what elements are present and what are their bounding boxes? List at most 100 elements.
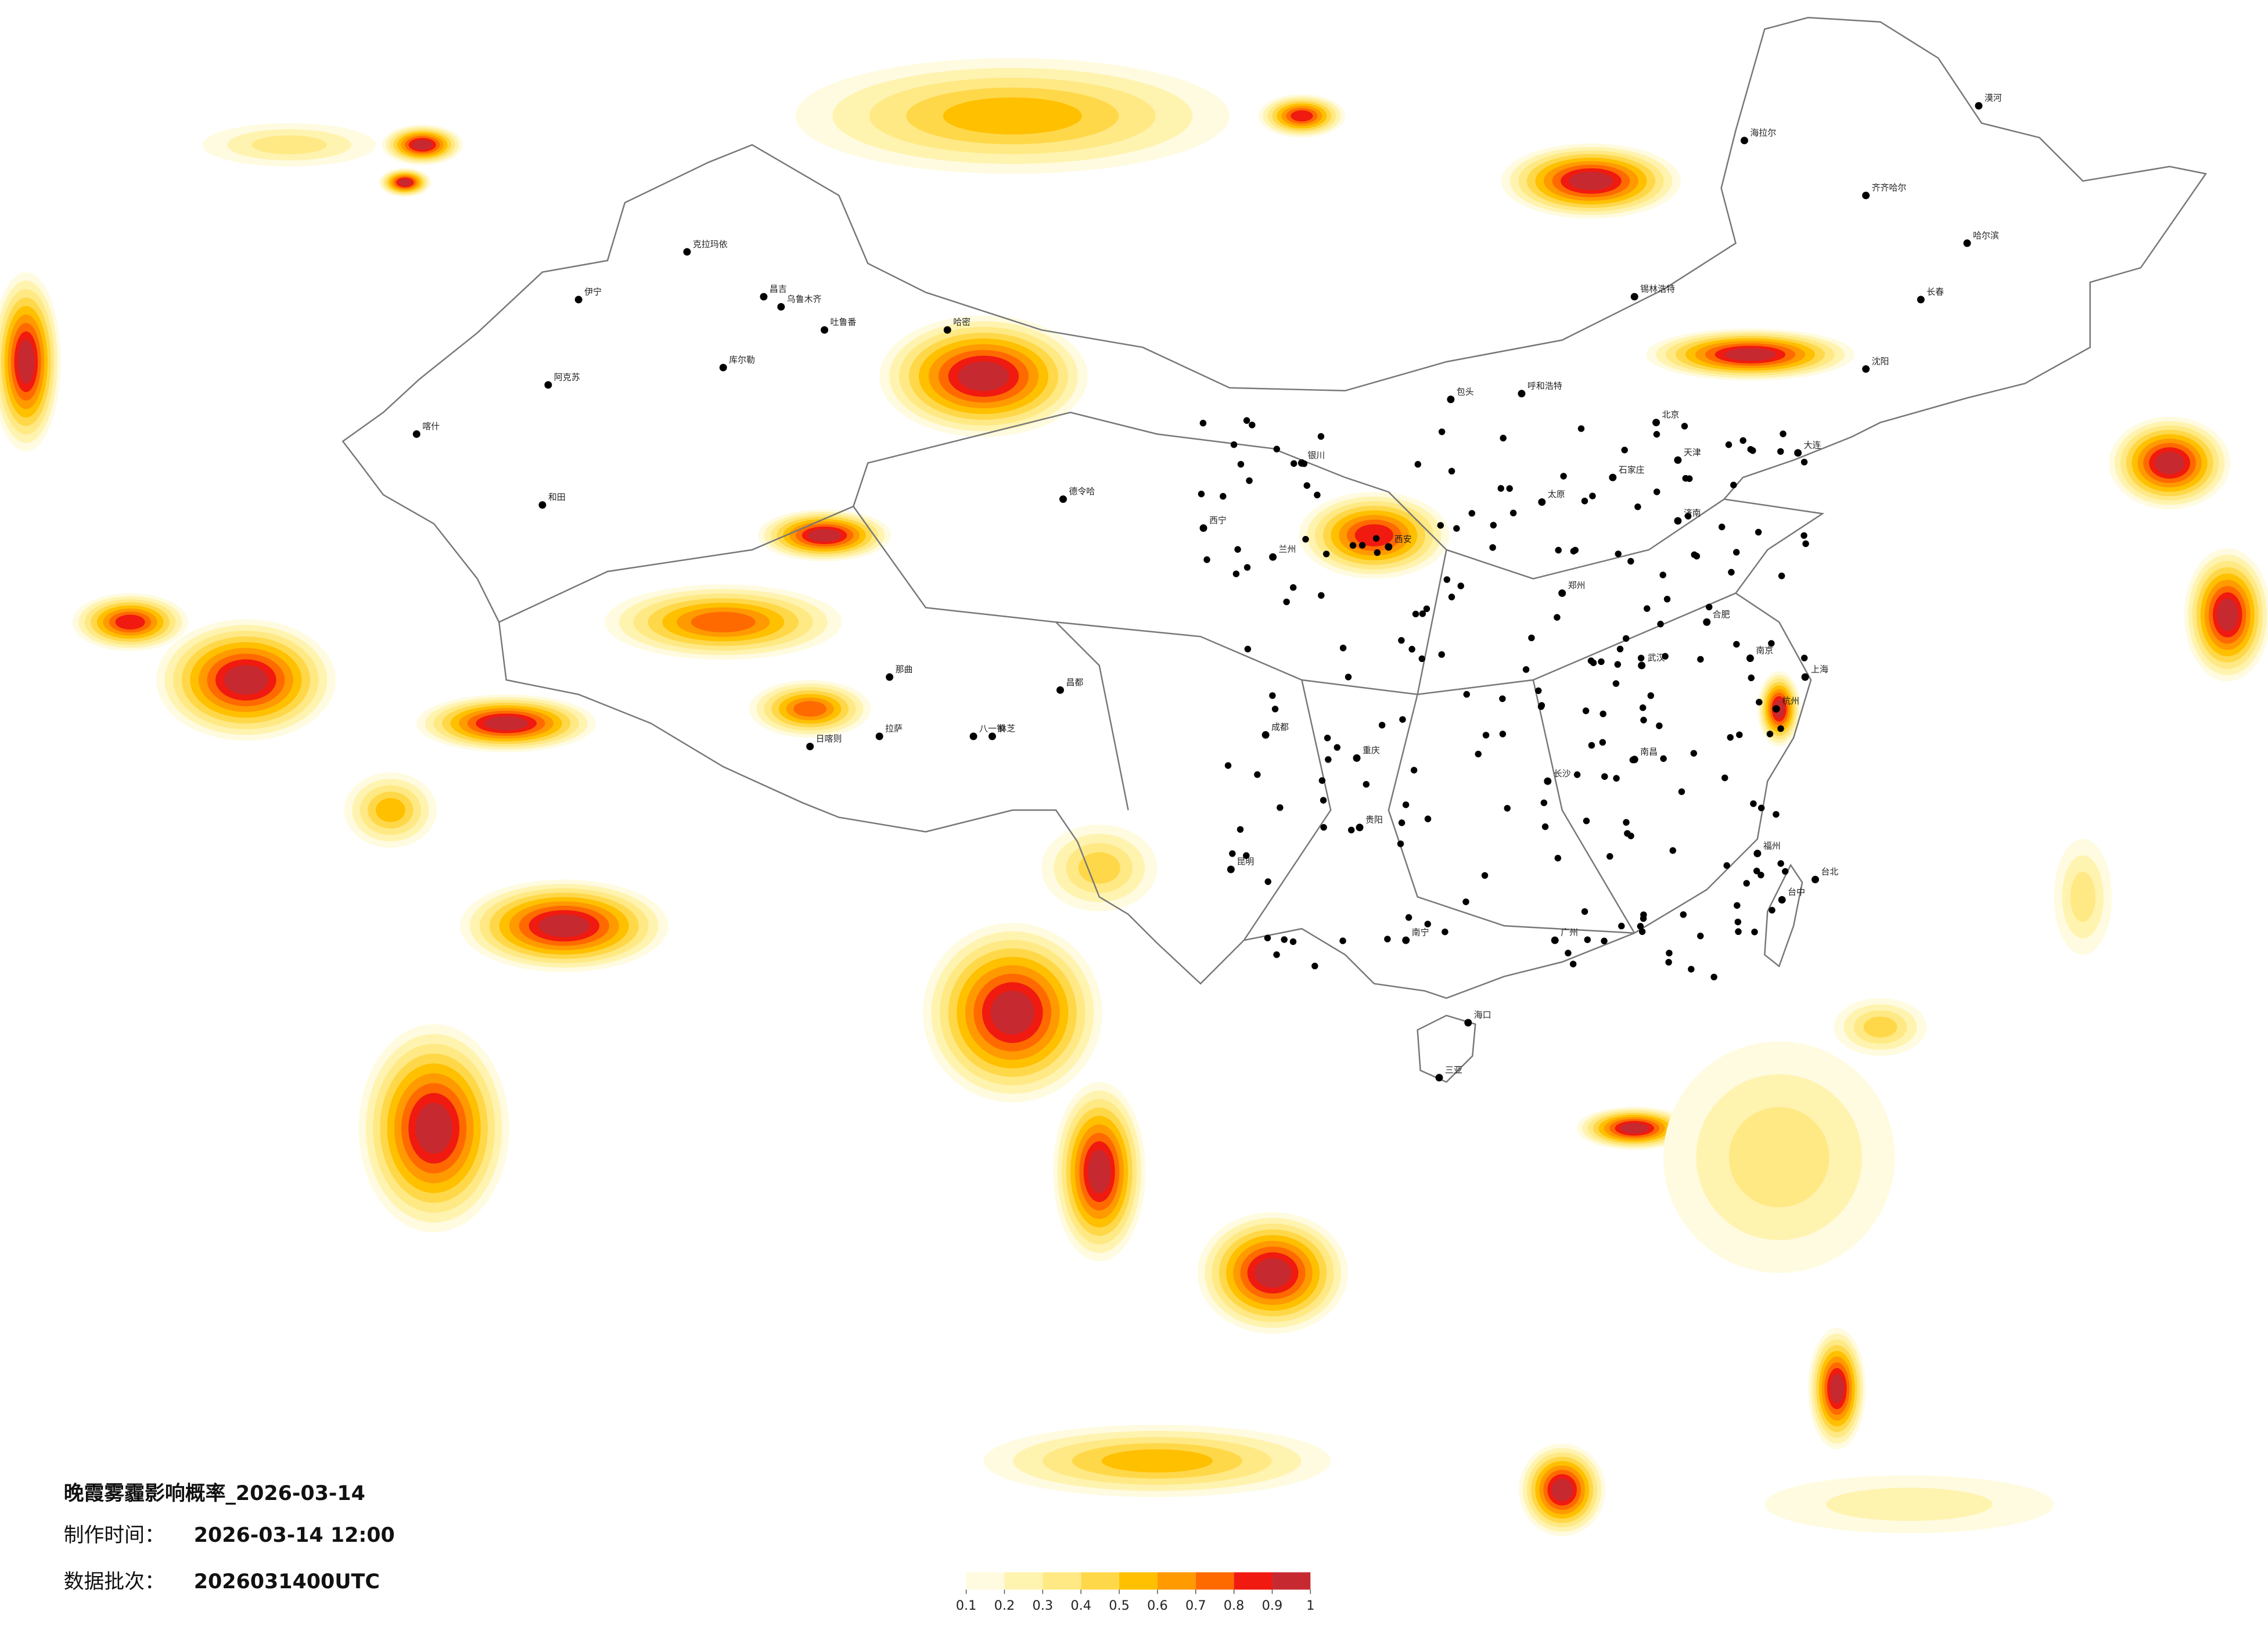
station-dot [1697,656,1704,663]
station-dot [1232,570,1240,577]
legend-swatch [1119,1572,1158,1590]
station-dot [1757,804,1765,812]
station-dot [1777,448,1784,455]
station-dot [1264,878,1271,885]
city-dot [777,303,785,311]
city-dot [1353,754,1361,762]
station-dot [1497,485,1504,492]
city-label: 广州 [1561,927,1578,938]
haze-patch [1101,1449,1213,1473]
station-dot [1500,434,1507,442]
city-label: 锡林浩特 [1640,283,1675,294]
city-dot [574,296,583,304]
station-dot [1506,485,1513,492]
station-dot [1499,731,1507,738]
station-dot [1414,461,1422,468]
station-dot [1318,777,1326,784]
city-dot [1544,777,1552,785]
city-dot [1518,390,1526,398]
made-label: 制作时间： [64,1524,165,1547]
station-dot [1755,528,1762,536]
station-dot [1489,544,1496,551]
station-dot [1735,928,1742,936]
city-label: 林芝 [998,724,1015,734]
china-outline [342,17,2208,1083]
station-dot [1653,431,1660,438]
city-label: 库尔勒 [729,354,755,365]
station-dot [1243,564,1251,571]
station-dot [1303,482,1311,489]
station-dot [1659,571,1666,578]
station-dot [1397,840,1404,847]
station-dot [1584,936,1591,943]
station-dot [1573,771,1581,778]
city-dot [1609,473,1617,481]
station-dot [1598,658,1605,665]
city-label: 八一镇 [979,724,1005,734]
station-dot [1615,551,1622,557]
city-label: 哈尔滨 [1973,230,1999,240]
batch-value: 2026031400UTC [194,1570,380,1593]
legend-swatch [1272,1572,1311,1590]
station-dot [1243,852,1250,859]
haze-patch [691,611,756,632]
haze-patch [538,914,590,937]
city-dot [1056,686,1064,694]
station-dot [1522,666,1530,673]
station-dot [1410,767,1418,774]
station-dot [1800,458,1808,466]
city-label: 长沙 [1554,768,1571,779]
city-label: 北京 [1662,409,1680,420]
station-dot [1733,641,1740,648]
city-label: 阿克苏 [554,372,580,382]
station-dot [1727,734,1734,741]
city-label: 喀什 [422,421,440,431]
station-dot [1589,492,1596,499]
city-dot [1772,705,1780,713]
station-dot [1349,542,1357,549]
station-dot [1663,595,1671,603]
station-dot [1273,951,1280,958]
legend-tick-label: 0.6 [1147,1598,1168,1613]
city-label: 漠河 [1985,93,2002,103]
haze-patch [415,1103,452,1154]
city-label: 长春 [1926,286,1944,297]
city-label: 天津 [1684,447,1701,458]
station-dot [1199,419,1207,427]
station-dot [1289,938,1297,945]
haze-patch [808,528,841,542]
made-value: 2026-03-14 12:00 [194,1524,395,1547]
city-label: 西宁 [1209,515,1227,526]
province-line [498,411,1737,941]
station-dot [1271,706,1279,713]
station-dot [1680,911,1687,918]
city-label: 沈阳 [1872,356,1889,366]
city-label: 合肥 [1713,609,1730,620]
station-dot [1475,750,1482,758]
legend-swatch [1081,1572,1120,1590]
haze-patch [1620,1123,1649,1134]
station-dot [1541,823,1549,830]
station-dot [1640,717,1647,724]
city-dot [1435,1074,1443,1082]
city-dot [1638,661,1646,670]
city-label: 福州 [1763,840,1781,851]
haze-patch [1551,1478,1573,1502]
city-label: 西安 [1394,534,1412,544]
city-dot [969,732,977,740]
station-dot [1640,915,1647,922]
station-dot [1243,417,1250,424]
legend-swatch [1195,1572,1234,1590]
city-dot [1703,618,1711,626]
city-dot [806,742,814,750]
station-dot [1678,788,1685,796]
station-dot [1443,576,1451,583]
station-dot [1399,716,1406,723]
station-dot [1697,933,1704,940]
station-dot [1481,872,1489,879]
haze-patch [398,179,412,186]
station-dot [1457,582,1464,589]
station-dot [1398,819,1406,826]
station-dot [1669,847,1676,854]
